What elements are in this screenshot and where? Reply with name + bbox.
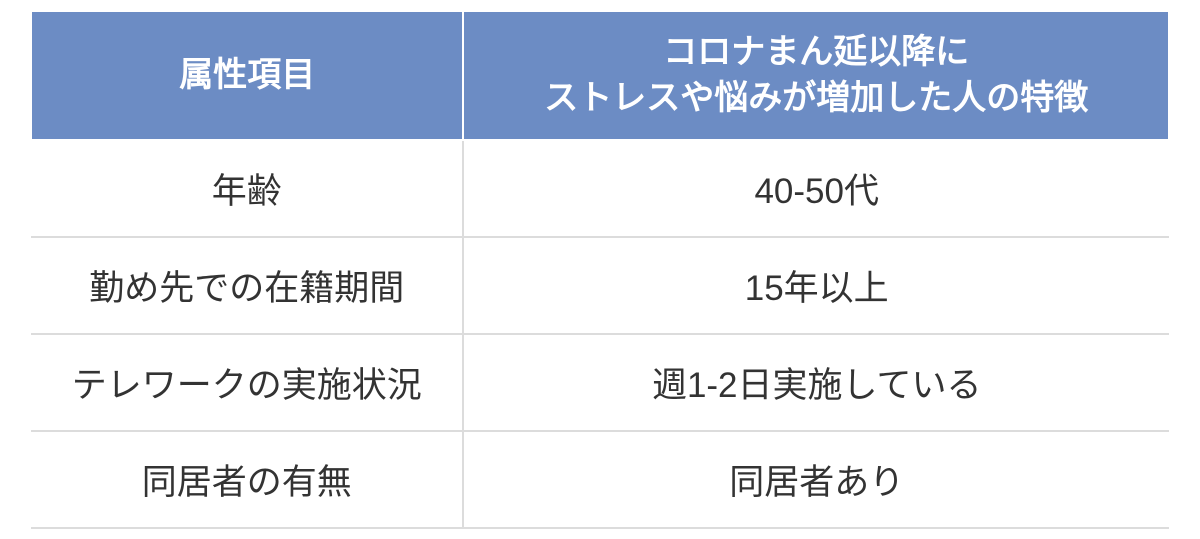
cell-value: 40-50代: [463, 140, 1169, 237]
attributes-table: 属性項目 コロナまん延以降に ストレスや悩みが増加した人の特徴 年齢 40-50…: [30, 10, 1170, 530]
header-characteristic: コロナまん延以降に ストレスや悩みが増加した人の特徴: [463, 11, 1169, 141]
table-row: 勤め先での在籍期間 15年以上: [31, 237, 1169, 334]
table-row: 年齢 40-50代: [31, 140, 1169, 237]
cell-attr: 同居者の有無: [31, 431, 463, 528]
cell-attr: テレワークの実施状況: [31, 334, 463, 431]
cell-value: 同居者あり: [463, 431, 1169, 528]
header-characteristic-line2: ストレスや悩みが増加した人の特徴: [544, 79, 1088, 117]
table-row: 同居者の有無 同居者あり: [31, 431, 1169, 528]
cell-value: 週1-2日実施している: [463, 334, 1169, 431]
table-container: 属性項目 コロナまん延以降に ストレスや悩みが増加した人の特徴 年齢 40-50…: [30, 10, 1170, 530]
table-header-row: 属性項目 コロナまん延以降に ストレスや悩みが増加した人の特徴: [31, 11, 1169, 141]
header-attribute-label: 属性項目: [179, 56, 315, 94]
cell-value: 15年以上: [463, 237, 1169, 334]
header-attribute: 属性項目: [31, 11, 463, 141]
cell-attr: 勤め先での在籍期間: [31, 237, 463, 334]
header-characteristic-line1: コロナまん延以降に: [663, 33, 969, 71]
table-row: テレワークの実施状況 週1-2日実施している: [31, 334, 1169, 431]
cell-attr: 年齢: [31, 140, 463, 237]
